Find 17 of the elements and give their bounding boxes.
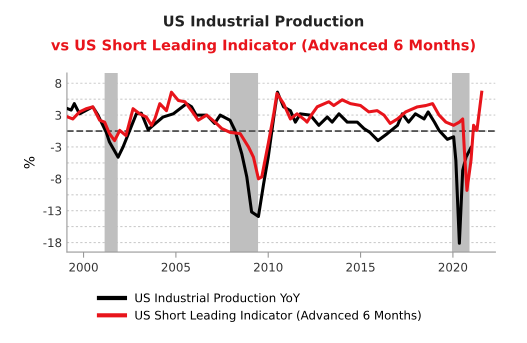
- x-tick-label: 2010: [254, 262, 282, 272]
- chart-title: US Industrial Production: [164, 15, 364, 27]
- line-series: [66, 90, 484, 192]
- chart-subtitle: vs US Short Leading Indicator (Advanced 6 Months): [51, 39, 475, 54]
- y-axis-title: %: [24, 156, 35, 168]
- y-tick-label: 3: [55, 110, 62, 120]
- x-tick-label: 2015: [346, 262, 375, 272]
- x-tick-label: 2000: [69, 262, 98, 272]
- y-tick-label: -8: [50, 174, 62, 184]
- x-tick-label: 2020: [438, 262, 468, 272]
- legend-label: US Industrial Production YoY: [135, 293, 300, 302]
- y-tick-label: 8: [55, 78, 62, 88]
- y-tick-label: -13: [43, 206, 62, 216]
- y-tick-label: -18: [43, 238, 62, 248]
- y-tick-label: -3: [50, 142, 62, 152]
- x-tick-label: 2005: [162, 262, 190, 272]
- legend-label: US Short Leading Indicator (Advanced 6 Months): [135, 310, 421, 322]
